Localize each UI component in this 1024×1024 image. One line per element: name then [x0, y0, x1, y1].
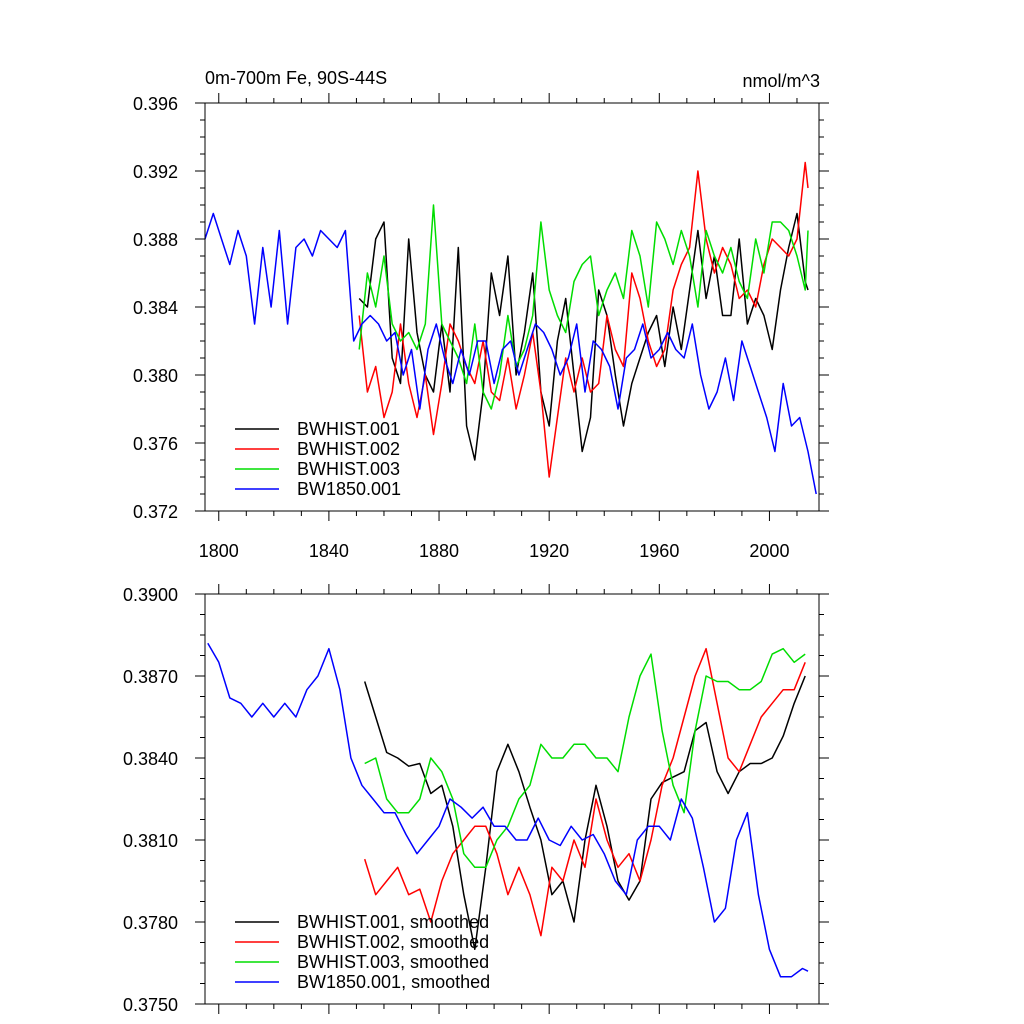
legend-label-1: BWHIST.001: [297, 419, 400, 439]
y-tick-label: 0.396: [133, 94, 178, 114]
series-line-4: [204, 212, 817, 495]
y-tick-label: 0.3750: [123, 995, 178, 1015]
y-tick-label: 0.3840: [123, 749, 178, 769]
x-tick-label: 2000: [749, 541, 789, 561]
legend-label-4: BW1850.001: [297, 479, 401, 499]
y-tick-label: 0.372: [133, 502, 178, 522]
x-tick-label: 1880: [419, 541, 459, 561]
chart-title-right: nmol/m^3: [743, 71, 820, 91]
y-tick-label: 0.384: [133, 298, 178, 318]
series-line-3: [358, 204, 809, 410]
series-line-2: [358, 161, 809, 478]
bottom-panel: 0.3750 0.3780 0.3810 0.3840 0.3870 0.3900 BWH…: [123, 584, 829, 1015]
top-panel: 0m-700m Fe, 90S-44S nmol/m^3 1800 1840 188…: [133, 68, 829, 561]
y-tick-label: 0.392: [133, 162, 178, 182]
y-tick-label: 0.3870: [123, 667, 178, 687]
series-line-2: [363, 647, 806, 937]
y-tick-label: 0.3810: [123, 831, 178, 851]
legend-label-3: BWHIST.003, smoothed: [297, 952, 489, 972]
series-line-1: [363, 675, 806, 951]
chart-title-left: 0m-700m Fe, 90S-44S: [205, 68, 387, 88]
series-line-1: [358, 212, 809, 461]
y-tick-label: 0.388: [133, 230, 178, 250]
y-tick-label: 0.3780: [123, 913, 178, 933]
y-tick-label: 0.380: [133, 366, 178, 386]
y-tick-label: 0.376: [133, 434, 178, 454]
x-tick-label: 1920: [529, 541, 569, 561]
x-tick-label: 1800: [199, 541, 239, 561]
legend-label-2: BWHIST.002: [297, 439, 400, 459]
series-line-4: [207, 642, 809, 978]
x-tick-label: 1840: [309, 541, 349, 561]
y-tick-label: 0.3900: [123, 585, 178, 605]
x-tick-label: 1960: [639, 541, 679, 561]
legend-label-4: BW1850.001, smoothed: [297, 972, 490, 992]
legend-label-2: BWHIST.002, smoothed: [297, 932, 489, 952]
legend-label-3: BWHIST.003: [297, 459, 400, 479]
series-line-3: [364, 647, 806, 869]
legend-label-1: BWHIST.001, smoothed: [297, 912, 489, 932]
